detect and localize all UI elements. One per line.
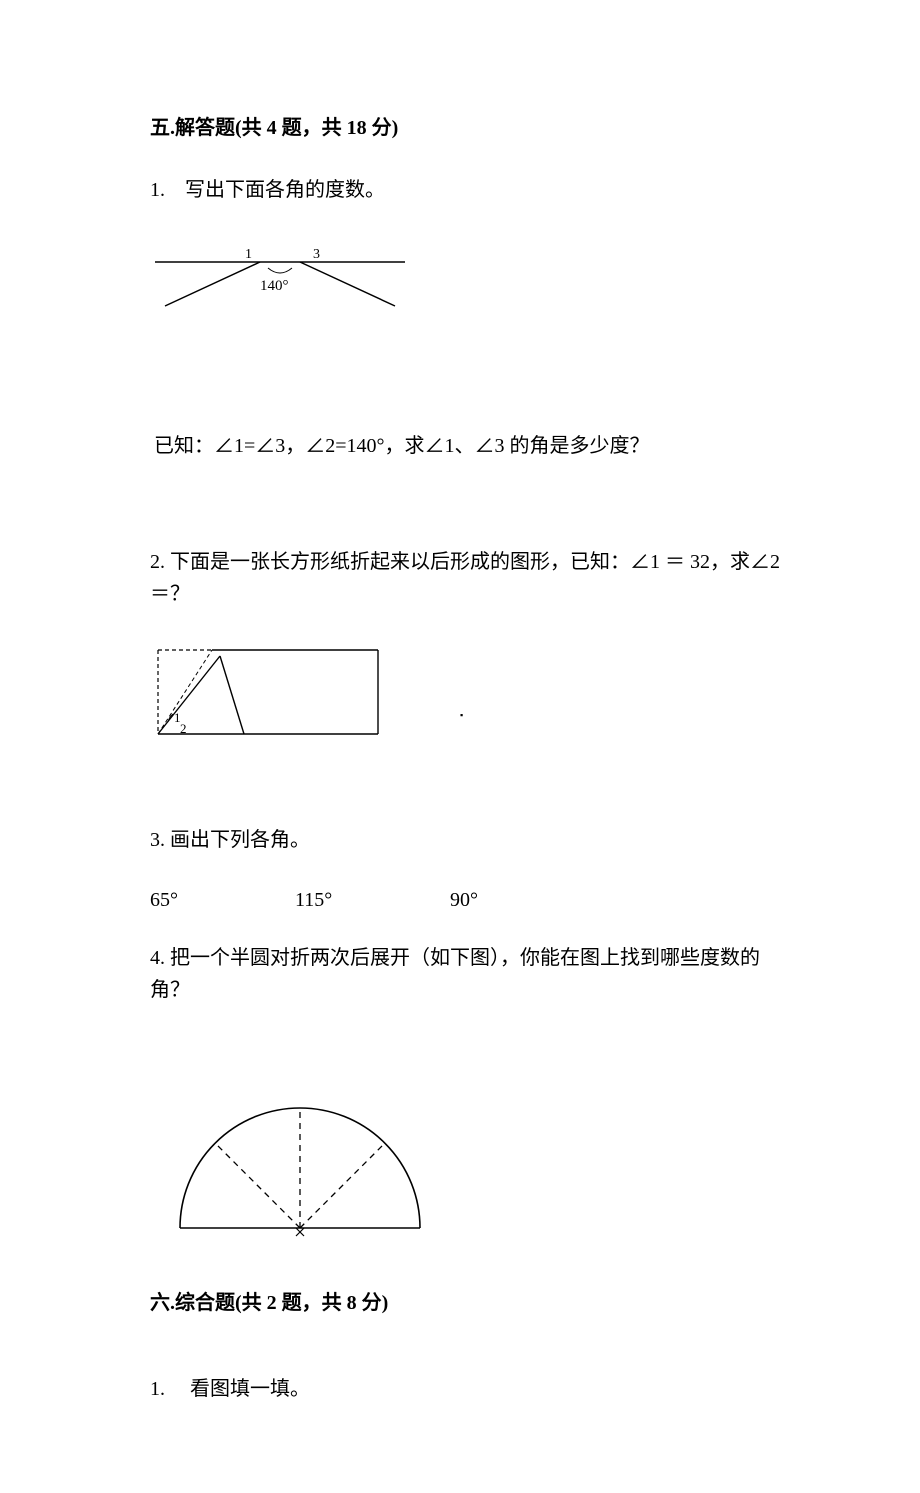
q2-fig-label-2: 2: [180, 721, 187, 736]
q3-number: 3.: [150, 829, 165, 851]
question-4: 4. 把一个半圆对折两次后展开（如下图），你能在图上找到哪些度数的角？: [150, 942, 780, 1006]
q1-fig-label-3: 3: [313, 247, 320, 262]
q3-text: 画出下列各角。: [170, 829, 310, 851]
center-marker: ▪: [460, 708, 463, 722]
q1-fig-label-1: 1: [245, 247, 252, 262]
s6-q1-text: 看图填一填。: [190, 1378, 310, 1400]
q1-number: 1.: [150, 179, 165, 201]
q3-angle-1: 65°: [150, 884, 290, 916]
q1-given: 已知：∠1=∠3，∠2=140°，求∠1、∠3 的角是多少度？: [150, 430, 780, 462]
question-2: 2. 下面是一张长方形纸折起来以后形成的图形，已知：∠1 ＝ 32，求∠2 ＝？: [150, 546, 780, 610]
section-5-title: 五.解答题(共 4 题，共 18 分): [150, 112, 780, 144]
question-3: 3. 画出下列各角。: [150, 824, 780, 856]
q4-figure: [160, 1078, 780, 1253]
section-6-title: 六.综合题(共 2 题，共 8 分): [150, 1287, 780, 1319]
q4-text: 把一个半圆对折两次后展开（如下图），你能在图上找到哪些度数的角？: [150, 947, 760, 1001]
q2-text: 下面是一张长方形纸折起来以后形成的图形，已知：∠1 ＝ 32，求∠2 ＝？: [150, 551, 780, 605]
q2-figure: 1 2: [150, 638, 780, 758]
q3-angles-row: 65° 115° 90°: [150, 884, 780, 916]
question-1: 1. 写出下面各角的度数。: [150, 174, 780, 206]
q4-number: 4.: [150, 947, 165, 969]
q3-angle-2: 115°: [295, 884, 445, 916]
q1-text: 写出下面各角的度数。: [185, 179, 385, 201]
s6-q1-number: 1.: [150, 1378, 165, 1400]
s6-question-1: 1. 看图填一填。: [150, 1373, 780, 1405]
q3-angle-3: 90°: [450, 884, 478, 916]
q1-fig-label-2: 140°: [260, 278, 289, 294]
q1-figure: 1 3 140°: [150, 234, 780, 334]
page: 五.解答题(共 4 题，共 18 分) 1. 写出下面各角的度数。 1 3 14…: [0, 0, 920, 1493]
q2-number: 2.: [150, 551, 165, 573]
